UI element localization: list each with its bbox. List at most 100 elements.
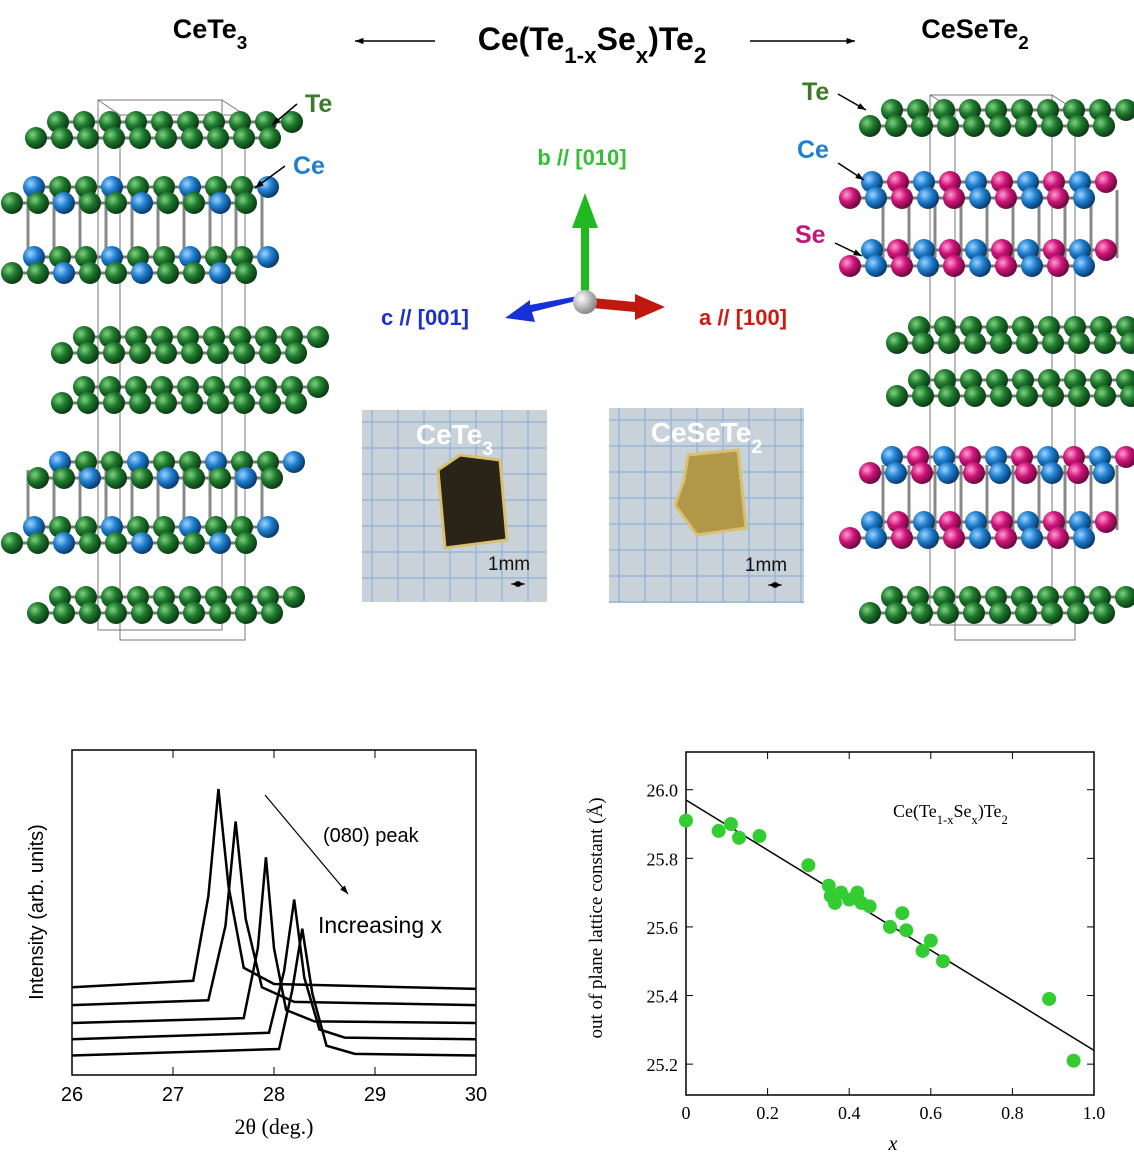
- title-part: Ce(Te: [478, 21, 565, 57]
- y-axis-label: out of plane lattice constant (Å): [586, 797, 607, 1038]
- atom: [891, 187, 913, 209]
- atom: [1073, 527, 1095, 549]
- atom: [963, 602, 985, 624]
- atom: [259, 392, 281, 414]
- data-point: [724, 817, 738, 831]
- crystal: [438, 455, 507, 548]
- x-tick-label: 29: [364, 1084, 386, 1106]
- title-part: 2: [1018, 33, 1029, 54]
- axis-origin: [573, 290, 597, 314]
- atom: [131, 602, 153, 624]
- atom: [257, 516, 279, 538]
- atom: [912, 385, 934, 407]
- data-point: [895, 906, 909, 920]
- atom: [79, 532, 101, 554]
- title-part: )Te: [648, 21, 694, 57]
- title-part: x: [636, 43, 649, 68]
- atom: [1041, 462, 1063, 484]
- atom: [183, 192, 205, 214]
- atom: [27, 262, 49, 284]
- atom: [989, 602, 1011, 624]
- atom: [103, 392, 125, 414]
- atom: [937, 602, 959, 624]
- atom: [235, 532, 257, 554]
- title-part: CeSeTe: [921, 14, 1018, 44]
- atom: [79, 467, 101, 489]
- atom: [261, 467, 283, 489]
- atom: [917, 255, 939, 277]
- y-tick-label: 25.8: [647, 849, 679, 869]
- atom: [131, 532, 153, 554]
- atom: [891, 255, 913, 277]
- atom: [1067, 115, 1089, 137]
- atom-label: Te: [802, 78, 829, 106]
- atom: [27, 467, 49, 489]
- data-point: [863, 899, 877, 913]
- annotation: Increasing x: [318, 912, 443, 938]
- atom: [105, 262, 127, 284]
- atom: [53, 192, 75, 214]
- atom: [131, 262, 153, 284]
- atom: [233, 342, 255, 364]
- data-point: [732, 831, 746, 845]
- title: CeSeTe2: [921, 14, 1029, 54]
- atom: [1073, 255, 1095, 277]
- atom: [181, 392, 203, 414]
- data-point: [679, 814, 693, 828]
- atom-label: Ce: [293, 152, 325, 180]
- atom: [859, 462, 881, 484]
- atom: [1067, 462, 1089, 484]
- atom: [209, 192, 231, 214]
- x-axis-label: x: [888, 1133, 898, 1155]
- page: CeTe3Ce(Te1-xSex)Te2CeSeTe2TeCeTeCeSeb /…: [0, 0, 1134, 1155]
- atom: [209, 467, 231, 489]
- atom: [990, 385, 1012, 407]
- atom: [79, 192, 101, 214]
- atom: [1073, 187, 1095, 209]
- atom: [885, 602, 907, 624]
- photo-label-part: 3: [482, 438, 493, 460]
- atom: [1094, 385, 1116, 407]
- atom: [1021, 255, 1043, 277]
- atom: [937, 115, 959, 137]
- figure: CeTe3Ce(Te1-xSex)Te2CeSeTe2TeCeTeCeSeb /…: [0, 0, 1134, 1155]
- axis-label: c // [001]: [381, 305, 469, 330]
- atom: [209, 532, 231, 554]
- photo-label-part: 2: [751, 436, 762, 458]
- atom-label: Se: [795, 221, 826, 249]
- atom: [911, 462, 933, 484]
- atom: [183, 262, 205, 284]
- x-tick-label: 0.6: [920, 1103, 943, 1123]
- atom: [1047, 527, 1069, 549]
- atom: [103, 127, 125, 149]
- annotation-part: 2: [1002, 813, 1008, 827]
- axis-arrow: [505, 296, 580, 322]
- atom: [964, 385, 986, 407]
- atom: [157, 192, 179, 214]
- atom: [839, 187, 861, 209]
- atom-label: Te: [305, 90, 332, 118]
- atom: [943, 255, 965, 277]
- atom: [963, 462, 985, 484]
- atom: [865, 527, 887, 549]
- atom: [129, 392, 151, 414]
- atom: [1, 262, 23, 284]
- atom: [155, 392, 177, 414]
- annotation: Ce(Te1-xSex)Te2: [893, 801, 1008, 827]
- atom: [53, 602, 75, 624]
- y-tick-label: 25.6: [647, 918, 679, 938]
- atom: [207, 127, 229, 149]
- title: Ce(Te1-xSex)Te2: [478, 21, 707, 68]
- atom: [207, 392, 229, 414]
- atom: [1021, 527, 1043, 549]
- atom: [209, 602, 231, 624]
- atom: [181, 127, 203, 149]
- axis-arrow: [572, 193, 598, 298]
- atom: [886, 385, 908, 407]
- atom: [233, 392, 255, 414]
- atom: [917, 527, 939, 549]
- title-part: 3: [237, 33, 248, 54]
- y-tick-label: 25.4: [647, 987, 679, 1007]
- atom: [891, 527, 913, 549]
- atom: [103, 342, 125, 364]
